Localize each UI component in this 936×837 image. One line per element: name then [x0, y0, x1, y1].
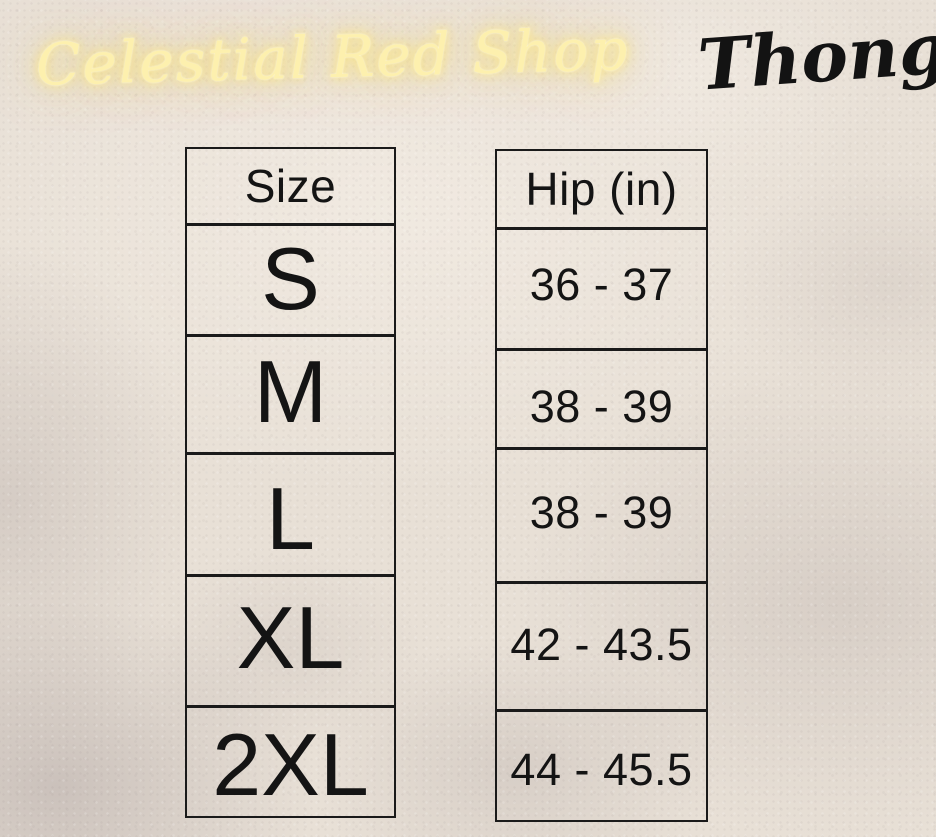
hip-column-header: Hip (in) — [525, 163, 678, 215]
shop-logo-text: Celestial Red Shop — [35, 15, 631, 99]
size-value-xl: XL — [187, 574, 394, 699]
hip-value-l: 38 - 39 — [497, 447, 706, 575]
hip-column-table: Hip (in) 36 - 37 38 - 39 38 - 39 42 - 43… — [495, 149, 708, 822]
size-column-header: Size — [244, 160, 337, 212]
hip-value-s: 36 - 37 — [497, 227, 706, 338]
hip-value-xl: 42 - 43.5 — [497, 581, 706, 705]
size-value-l: L — [187, 452, 394, 582]
size-value-m: M — [187, 334, 394, 446]
size-value-2xl: 2XL — [187, 705, 394, 822]
hip-value-m: 38 - 39 — [497, 348, 706, 461]
size-column-table: Size S M L XL 2XL — [185, 147, 396, 818]
size-value-s: S — [187, 223, 394, 332]
hip-value-2xl: 44 - 45.5 — [497, 709, 706, 826]
product-name-text: Thong — [695, 6, 936, 107]
